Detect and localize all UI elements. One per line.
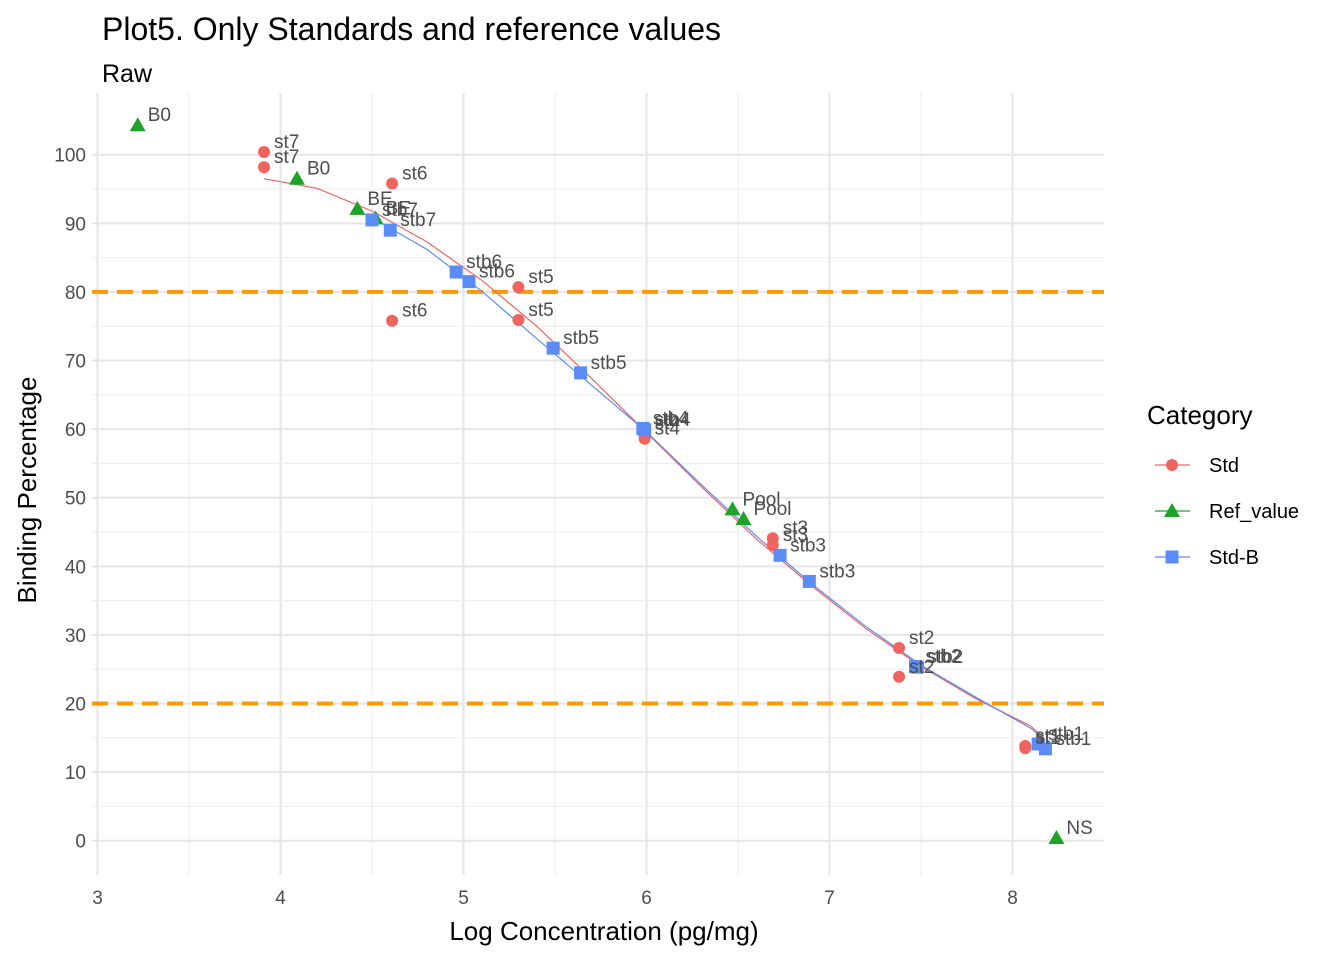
point-label: stb3	[819, 561, 855, 582]
point-label: stb1	[1048, 724, 1084, 745]
point-labels: st7st7st6st6st5st5st4st4st3st3st2st2st1s…	[148, 105, 1093, 839]
point-label: st3	[783, 518, 808, 539]
std-point	[386, 177, 399, 190]
std-b-point	[462, 275, 476, 289]
point-label: st1	[1035, 728, 1060, 749]
point-label: stb2	[926, 646, 962, 667]
std-point	[386, 314, 399, 327]
point-label: st6	[402, 164, 427, 185]
ref-value-point	[349, 200, 366, 215]
y-tick-label: 70	[65, 352, 86, 373]
point-label: st2	[909, 628, 934, 649]
ref-value-point	[1048, 829, 1065, 844]
point-label: stb5	[563, 328, 599, 349]
point-label: stb4	[653, 408, 689, 429]
point-label: stb4	[655, 410, 691, 431]
point-label: BE	[386, 199, 411, 220]
legend-key-marker	[1165, 550, 1179, 564]
ref-value-point	[288, 170, 305, 185]
std-b-point	[383, 223, 397, 237]
ref-value-point	[735, 510, 752, 525]
point-label: BE	[367, 189, 392, 210]
data-points	[129, 117, 1065, 844]
reference-lines	[92, 289, 1104, 706]
x-tick-label: 5	[458, 888, 469, 909]
point-label: st6	[402, 301, 427, 322]
point-label: Pool	[753, 499, 791, 520]
point-label: NS	[1066, 818, 1092, 839]
legend-label: Std-B	[1209, 547, 1259, 569]
std-b-point	[802, 574, 816, 588]
point-label: stb7	[400, 210, 436, 231]
chart-subtitle: Raw	[102, 60, 153, 88]
x-tick-label: 3	[92, 888, 103, 909]
y-tick-label: 90	[65, 214, 86, 235]
y-tick-label: 20	[65, 695, 86, 716]
point-label: stb6	[479, 262, 515, 283]
y-axis-title: Binding Percentage	[12, 377, 42, 604]
point-label: st7	[274, 132, 299, 153]
std-b-point	[574, 366, 588, 380]
point-label: st4	[655, 419, 681, 440]
std-b-point	[1038, 742, 1052, 756]
legend: Category Std Ref_value Std-B	[1147, 400, 1299, 569]
point-label: B0	[307, 159, 330, 180]
x-tick-label: 8	[1007, 888, 1018, 909]
x-tick-label: 4	[275, 888, 286, 909]
std-point	[258, 161, 271, 174]
point-label: st1	[1035, 726, 1060, 747]
fit-curve	[263, 178, 1045, 739]
chart-title: Plot5. Only Standards and reference valu…	[102, 11, 721, 47]
std-point	[258, 145, 271, 158]
std-b-point	[365, 213, 379, 227]
y-tick-label: 30	[65, 626, 86, 647]
ref-value-point	[129, 117, 146, 132]
y-tick-label: 40	[65, 557, 86, 578]
std-point	[766, 539, 779, 552]
legend-label: Std	[1209, 455, 1239, 477]
grid	[92, 93, 1104, 875]
std-b-point	[773, 548, 787, 562]
point-label: st3	[783, 525, 808, 546]
point-label: st7	[274, 147, 299, 168]
std-b-point	[546, 341, 560, 355]
point-label: st5	[528, 267, 553, 288]
legend-label: Ref_value	[1209, 501, 1299, 523]
std-b-point	[449, 265, 463, 279]
y-tick-label: 10	[65, 763, 86, 784]
y-tick-label: 50	[65, 489, 86, 510]
x-tick-label: 7	[824, 888, 835, 909]
std-point	[512, 281, 525, 294]
point-label: st5	[528, 300, 553, 321]
point-label: stb3	[790, 535, 826, 556]
legend-key-marker	[1164, 503, 1180, 517]
y-tick-label: 80	[65, 283, 86, 304]
point-label: stb7	[382, 200, 418, 221]
point-label: st2	[909, 657, 934, 678]
point-label: stb5	[591, 353, 627, 374]
y-tick-label: 60	[65, 420, 86, 441]
legend-title: Category	[1147, 400, 1253, 430]
point-label: stb2	[927, 647, 963, 668]
std-b-point	[910, 660, 924, 674]
y-tick-label: 0	[75, 832, 86, 853]
std-point	[893, 641, 906, 654]
y-tick-label: 100	[54, 146, 86, 167]
std-point	[512, 314, 525, 327]
x-tick-label: 6	[641, 888, 652, 909]
point-label: Pool	[743, 489, 781, 510]
std-b-point	[638, 423, 652, 437]
legend-key-marker	[1166, 459, 1178, 471]
std-point	[893, 670, 906, 683]
x-axis-title: Log Concentration (pg/mg)	[449, 916, 758, 946]
point-label: stb6	[466, 252, 502, 273]
point-label: B0	[148, 105, 171, 126]
ref-value-point	[724, 501, 741, 516]
point-label: stb1	[1055, 729, 1091, 750]
std-point	[1019, 742, 1032, 755]
point-label: st4	[655, 413, 681, 434]
